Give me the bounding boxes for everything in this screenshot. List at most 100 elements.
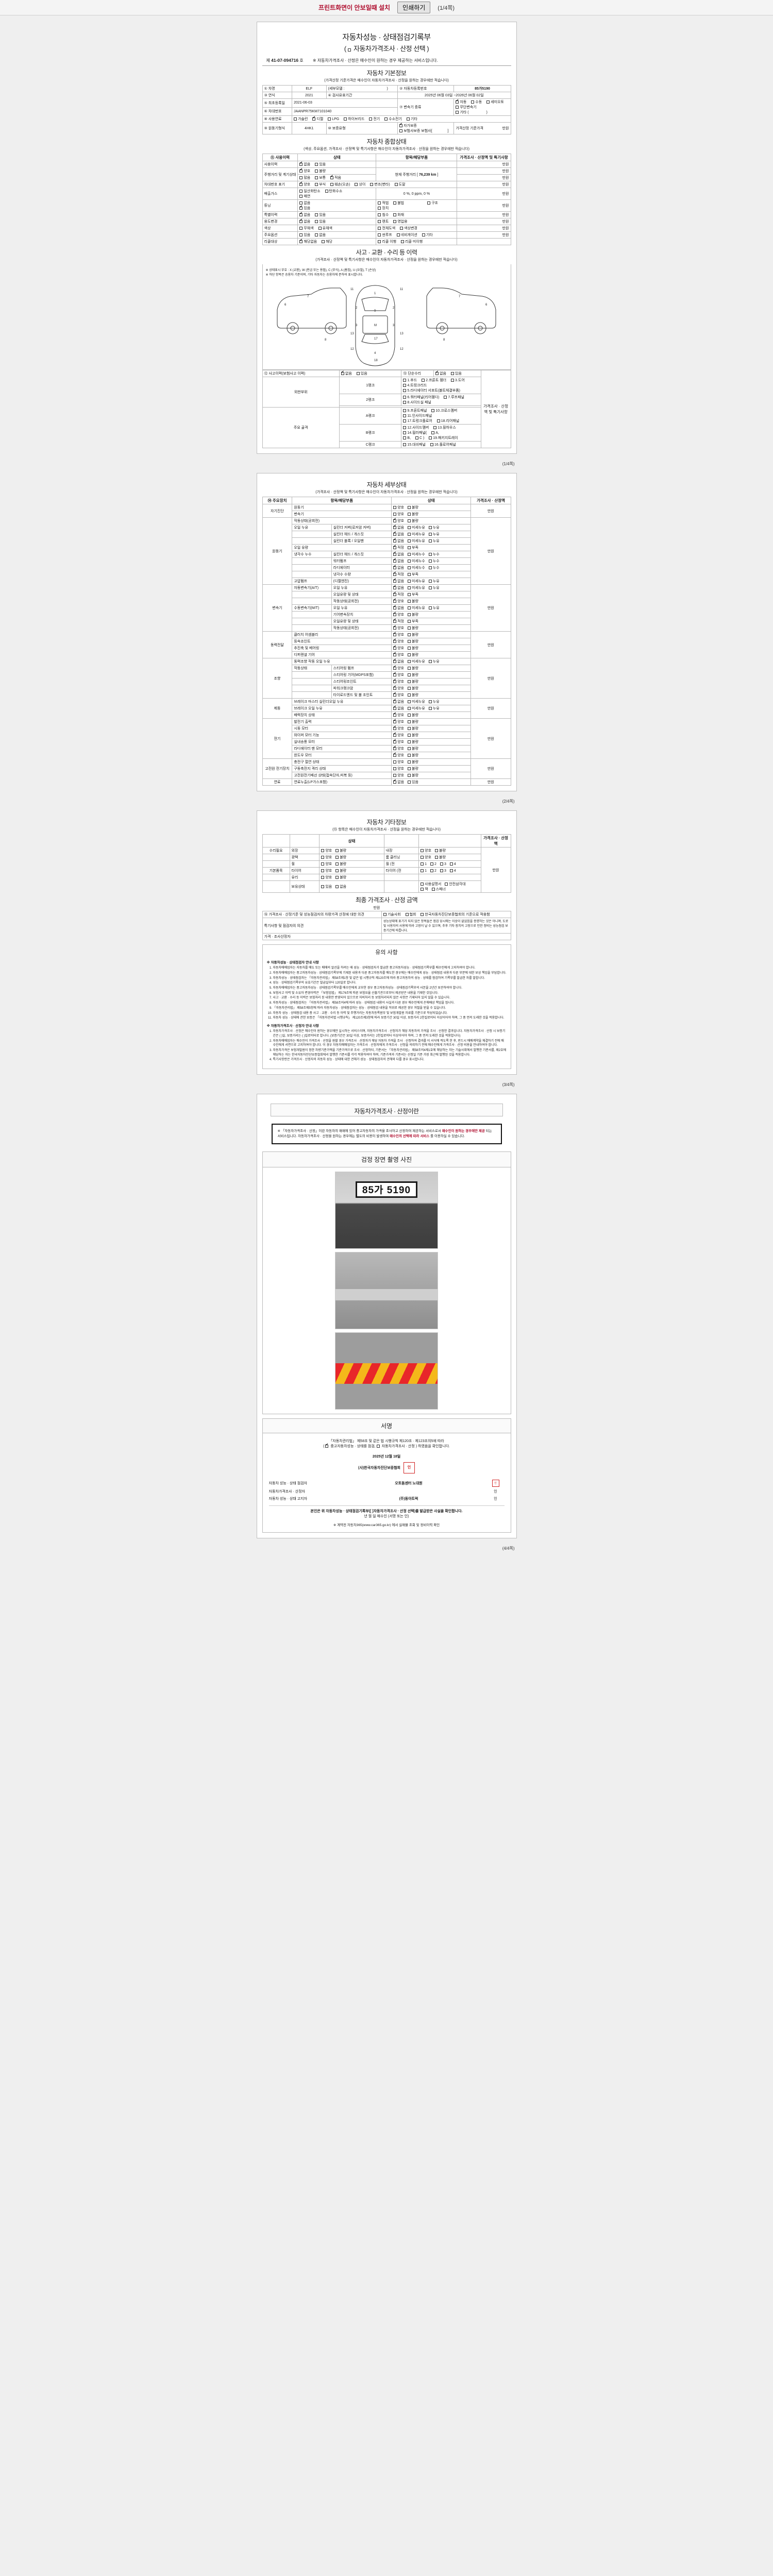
opt-bad[interactable]: 불량	[315, 168, 326, 174]
opt-양호[interactable]: 양호	[393, 632, 404, 637]
opt-color-change[interactable]: 색상변경	[400, 226, 417, 231]
part-door[interactable]: 3.도어	[451, 378, 465, 383]
opt-미세누유[interactable]: 미세누유	[408, 659, 425, 664]
opt-trans-other[interactable]: 기타 ( )	[456, 110, 488, 115]
opt-양호[interactable]: 양호	[393, 745, 404, 751]
opt-미세누유[interactable]: 미세누유	[408, 579, 425, 584]
opt-association[interactable]: 협회	[405, 912, 416, 917]
opt-불량[interactable]: 불량	[408, 505, 418, 510]
opt-미세누수[interactable]: 미세누수	[408, 565, 425, 570]
opt-hybrid[interactable]: 하이브리드	[344, 116, 364, 122]
opt2-1[interactable]: 1	[421, 869, 427, 873]
opt-양호[interactable]: 양호	[393, 766, 404, 771]
opt-없음[interactable]: 없음	[393, 578, 404, 584]
opt-불량[interactable]: 불량	[408, 733, 418, 738]
opt-accident-none[interactable]: 없음	[341, 370, 352, 376]
opt-hydrogen[interactable]: 수소전기	[384, 116, 402, 122]
opt-manual[interactable]: 수동	[471, 99, 482, 105]
opt-불량[interactable]: 불량	[408, 773, 418, 778]
opt-양호[interactable]: 양호	[321, 855, 332, 860]
part-radiator-support[interactable]: 5.라디에이터 서포트(볼트체결부품)	[403, 388, 460, 393]
opt-co[interactable]: 일산화탄소	[299, 189, 321, 194]
part-package-tray[interactable]: 19.패키지트레이	[429, 435, 458, 440]
opt-없음[interactable]: 없음	[393, 779, 404, 785]
opt-양호[interactable]: 양호	[393, 685, 404, 691]
opt-없음[interactable]: 없음	[393, 531, 404, 537]
opt-미세누유[interactable]: 미세누유	[408, 706, 425, 711]
opt-없음[interactable]: 없음	[393, 605, 404, 611]
opt-양호[interactable]: 양호	[393, 692, 404, 698]
part-cross-member[interactable]: 10.크로스멤버	[431, 408, 457, 413]
opt-양호[interactable]: 양호	[321, 861, 332, 867]
opt-없음[interactable]: 없음	[335, 884, 346, 889]
opt-self-warranty[interactable]: 자가보증	[399, 123, 417, 128]
opt-불량[interactable]: 불량	[408, 679, 418, 684]
opt2-1[interactable]: 1	[421, 862, 427, 866]
opt2-4[interactable]: 4	[449, 869, 456, 873]
opt-적정[interactable]: 적정	[393, 545, 404, 550]
opt-option-other[interactable]: 기타	[422, 232, 433, 238]
opt-engineer-society[interactable]: 기술사회	[383, 912, 401, 917]
opt2-양호[interactable]: 양호	[421, 848, 431, 853]
opt-불량[interactable]: 불량	[408, 753, 418, 758]
opt-diesel[interactable]: 디젤	[312, 116, 323, 122]
opt-sunroof[interactable]: 썬루프	[378, 232, 392, 238]
opt-electric[interactable]: 전기	[369, 116, 380, 122]
opt-있음[interactable]: 있음	[408, 779, 418, 785]
opt-부족[interactable]: 부족	[408, 619, 418, 624]
opt2-안전삼각대[interactable]: 안전삼각대	[445, 882, 466, 887]
part-pillar-b[interactable]: B,	[403, 436, 411, 440]
opt-없음[interactable]: 없음	[393, 705, 404, 711]
opt-tuning-none[interactable]: 없음	[299, 200, 310, 206]
opt-fire[interactable]: 화재	[393, 212, 404, 217]
opt-미세누유[interactable]: 미세누유	[408, 532, 425, 537]
opt-usechange-yes[interactable]: 있음	[315, 219, 326, 224]
opt-불량[interactable]: 불량	[408, 713, 418, 718]
part-hood[interactable]: 1.후드	[403, 378, 417, 383]
opt-lpg[interactable]: LPG	[328, 117, 339, 121]
opt-부족[interactable]: 부족	[408, 572, 418, 577]
opt-누유[interactable]: 누유	[428, 585, 440, 590]
opt-없음[interactable]: 없음	[393, 551, 404, 557]
opt-recall-na[interactable]: 해당없음	[299, 239, 317, 244]
opt-accident-yes[interactable]: 있음	[356, 371, 367, 376]
opt-양호[interactable]: 양호	[393, 752, 404, 758]
opt-불량[interactable]: 불량	[408, 672, 418, 677]
opt-누유[interactable]: 누유	[428, 579, 440, 584]
opt-누유[interactable]: 누유	[428, 605, 440, 611]
opt-commercial[interactable]: 영업용	[393, 219, 408, 224]
opt-미세누수[interactable]: 미세누수	[408, 552, 425, 557]
price-survey-checkbox[interactable]	[347, 48, 351, 52]
opt-양호[interactable]: 양호	[393, 612, 404, 617]
opt-미세누유[interactable]: 미세누유	[408, 699, 425, 704]
opt-불량[interactable]: 불량	[335, 861, 346, 867]
opt-full-paint[interactable]: 전체도색	[378, 226, 395, 231]
opt-recall-done[interactable]: 리콜 이행	[378, 239, 396, 244]
opt-누유[interactable]: 누유	[428, 659, 440, 664]
part-front-panel[interactable]: 9.프론트패널	[403, 408, 427, 413]
opt2-잭[interactable]: 잭	[421, 887, 428, 892]
opt-불량[interactable]: 불량	[408, 719, 418, 724]
opt-누유[interactable]: 누유	[428, 699, 440, 704]
opt-tuning-structure[interactable]: 구조	[427, 200, 438, 206]
opt-불량[interactable]: 불량	[408, 739, 418, 744]
opt2-3[interactable]: 3	[440, 869, 446, 873]
opt-양호[interactable]: 양호	[393, 512, 404, 517]
opt-양호[interactable]: 양호	[393, 732, 404, 738]
opt-부족[interactable]: 부족	[408, 592, 418, 597]
opt-양호[interactable]: 양호	[321, 848, 332, 853]
opt-불량[interactable]: 불량	[408, 746, 418, 751]
opt-good[interactable]: 양호	[299, 168, 310, 174]
opt-불량[interactable]: 불량	[408, 612, 418, 617]
part-roof-panel[interactable]: 7.루프패널	[444, 395, 464, 400]
opt-recall-notdone[interactable]: 리콜 미이행	[401, 239, 423, 244]
opt-achromatic[interactable]: 무채색	[299, 226, 314, 231]
opt-many[interactable]: 많음	[299, 175, 310, 180]
opt-양호[interactable]: 양호	[393, 725, 404, 731]
inspect-check[interactable]	[325, 1443, 329, 1448]
opt-rent[interactable]: 렌트	[378, 219, 389, 224]
opt-양호[interactable]: 양호	[321, 868, 332, 873]
opt-simple-none[interactable]: 없음	[435, 370, 446, 376]
opt-불량[interactable]: 불량	[335, 848, 346, 853]
opt-있음[interactable]: 있음	[321, 884, 332, 889]
